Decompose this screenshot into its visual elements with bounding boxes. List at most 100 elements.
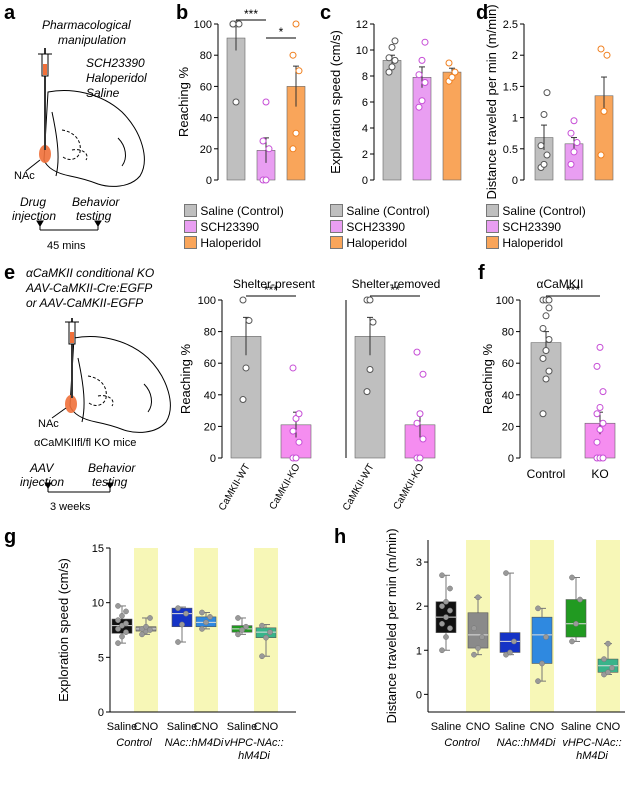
data-point <box>542 312 550 320</box>
data-point <box>391 56 399 64</box>
chart-d: 0 0.5 1 1.5 2 2.5 Distance traveled per min (m… <box>484 4 614 200</box>
brain-illustration-e <box>44 318 171 493</box>
y-axis-label: Distance traveled per min (m/min) <box>484 4 499 199</box>
y-tick-label: 40 <box>200 113 212 125</box>
significance-stars: *** <box>264 283 278 297</box>
y-tick-label: 2 <box>416 601 422 613</box>
box <box>565 599 587 638</box>
y-tick-label: 4 <box>362 123 368 135</box>
panel-e-title-line2: AAV-CaMKII-Cre:EGFP <box>26 281 153 295</box>
panel-label-b: b <box>176 2 189 24</box>
cno-highlight-band <box>596 540 620 712</box>
data-point <box>239 627 245 633</box>
bar <box>382 60 402 181</box>
panel-a-title-line2: manipulation <box>58 33 127 47</box>
data-point <box>235 631 241 638</box>
data-point <box>443 598 449 605</box>
data-point <box>570 148 578 156</box>
x-tick-label: CNO <box>134 721 159 733</box>
x-tick-label-hidden: Saline (Control) <box>236 180 244 183</box>
legend-label-saline: Saline (Control) <box>346 204 430 218</box>
data-point <box>388 43 396 51</box>
data-point <box>232 98 240 106</box>
data-point <box>245 317 253 325</box>
y-tick-label: 10 <box>356 45 368 57</box>
x-tick-label: Saline <box>227 721 258 733</box>
data-point <box>419 435 427 443</box>
data-point <box>539 660 545 667</box>
data-point <box>413 348 421 356</box>
y-tick-label: 2.5 <box>503 19 518 31</box>
legend-swatch-halo <box>486 236 499 249</box>
x-tick-label: CNO <box>530 721 555 733</box>
y-tick-label: 20 <box>200 144 212 156</box>
data-point <box>418 56 426 64</box>
nac-highlight-a <box>39 145 51 163</box>
data-point <box>545 336 553 343</box>
data-point <box>567 160 575 168</box>
x-tick-label-hidden: Saline (Control) <box>544 180 552 183</box>
panel-e-mice-label: αCaMKIIfl/fl KO mice <box>34 437 137 449</box>
y-tick-label: 0 <box>362 175 368 187</box>
panel-label-g: g <box>4 526 17 548</box>
data-point <box>243 623 249 630</box>
x-tick-label-hidden: Haloperidol <box>604 181 610 183</box>
data-point <box>289 145 297 153</box>
y-tick-label: 60 <box>502 358 514 370</box>
data-point <box>599 454 607 462</box>
data-point <box>369 318 377 326</box>
x-tick-label-hidden: Haloperidol <box>296 181 302 183</box>
legend-label-halo: Haloperidol <box>502 236 564 250</box>
data-point <box>123 620 129 627</box>
y-tick-label: 2 <box>362 149 368 161</box>
data-point <box>439 647 445 654</box>
nac-pointer-e <box>51 407 67 419</box>
x-tick-label: Saline <box>431 721 462 733</box>
legend-d-item-2: SCH23390 <box>486 220 561 234</box>
legend-d-item-3: Haloperidol <box>486 236 563 250</box>
data-point <box>540 160 548 168</box>
brain-ventral-e <box>97 395 114 407</box>
data-point <box>596 343 604 351</box>
box <box>531 616 553 664</box>
data-point <box>415 71 423 79</box>
y-tick-label: 60 <box>200 81 212 93</box>
data-point <box>292 20 300 28</box>
data-point <box>543 151 551 159</box>
legend-swatch-saline <box>184 204 197 217</box>
data-point <box>175 605 181 611</box>
data-point <box>183 610 189 617</box>
data-point <box>199 626 205 632</box>
y-tick-label: 0 <box>512 175 518 187</box>
data-point <box>289 427 297 435</box>
legend-swatch-halo <box>330 236 343 249</box>
data-point <box>147 615 153 621</box>
data-point <box>123 608 129 615</box>
data-point <box>115 603 121 609</box>
data-point <box>421 38 429 46</box>
brain-midline-a <box>51 111 59 177</box>
data-point <box>242 364 250 372</box>
data-point <box>567 129 575 137</box>
data-point <box>203 619 209 626</box>
data-point <box>593 410 601 418</box>
data-point <box>391 37 399 45</box>
x-tick-label: CaMKII-KO <box>268 462 303 512</box>
nac-pointer-a <box>25 159 41 172</box>
panel-label-h: h <box>334 526 347 548</box>
box <box>467 612 489 649</box>
bar <box>530 342 562 459</box>
data-point <box>267 629 273 636</box>
x-tick-label-hidden: SCH23390 <box>422 181 427 183</box>
legend-swatch-sch <box>330 220 343 233</box>
data-point <box>443 634 449 640</box>
data-point <box>543 89 551 97</box>
data-point <box>199 609 205 616</box>
data-point <box>229 20 237 28</box>
data-point <box>262 98 270 106</box>
cno-highlight-band <box>194 548 218 712</box>
y-axis-label: Reaching % <box>480 344 495 415</box>
brain-ventral-a <box>71 149 88 161</box>
data-point <box>366 296 374 304</box>
